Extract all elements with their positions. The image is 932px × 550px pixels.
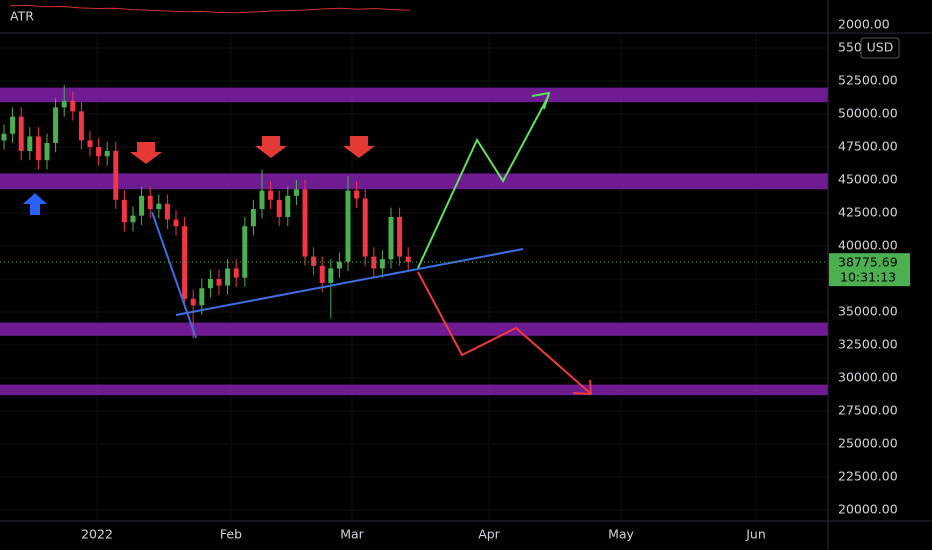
time-axis: 2022 Feb Mar Apr May Jun (81, 527, 766, 542)
candle-body (345, 190, 351, 262)
candle-body (44, 143, 50, 161)
currency-label[interactable]: USD (867, 40, 894, 55)
candle-body (276, 199, 282, 217)
candle-body (1, 133, 7, 141)
candle-body (121, 199, 127, 223)
candle-body (199, 288, 205, 306)
candle-body (207, 279, 213, 289)
candle-body (311, 256, 317, 266)
candle-body (35, 136, 41, 161)
candle-body (233, 268, 239, 278)
y-tick-label: 25000.00 (838, 436, 898, 451)
candle-body (319, 265, 325, 283)
candle-body (27, 136, 33, 151)
y-tick-label: 20000.00 (838, 502, 898, 517)
x-tick-label: Jun (745, 527, 766, 542)
zones (0, 87, 828, 396)
y-tick-label: 42500.00 (838, 205, 898, 220)
y-tick-label: 52500.00 (838, 73, 898, 88)
candle-body (225, 268, 231, 286)
trend-drawing (175, 248, 524, 317)
x-tick-label: May (608, 527, 634, 542)
trend-drawing (417, 271, 591, 394)
y-tick-label: 22500.00 (838, 469, 898, 484)
candle-body (96, 147, 102, 157)
candle-body (10, 116, 16, 134)
x-tick-label: Mar (340, 527, 364, 542)
candle-body (242, 226, 248, 278)
candle-body (70, 100, 76, 112)
atr-pane: 2000.00 (9, 4, 890, 32)
trend-drawing (417, 94, 550, 269)
arrowhead (572, 379, 593, 396)
zone (0, 322, 828, 336)
candle-body (285, 195, 291, 217)
candle-body (147, 195, 153, 210)
candle-body (87, 140, 93, 147)
arrowhead (531, 91, 551, 110)
down-arrow-icon (343, 136, 375, 158)
candle-body (397, 216, 403, 257)
atr-label: ATR (10, 9, 34, 24)
candle-body (18, 116, 24, 151)
candle-body (379, 259, 385, 269)
candle-body (78, 111, 84, 141)
candle-body (164, 203, 170, 220)
candle-body (53, 107, 59, 144)
candle-body (302, 189, 308, 257)
candle-body (268, 190, 274, 200)
candle-body (250, 209, 256, 227)
candle-body (371, 256, 377, 269)
candle-body (156, 203, 162, 210)
up-arrow-icon (23, 193, 47, 215)
x-tick-label: Feb (220, 527, 242, 542)
candle-body (259, 190, 265, 210)
down-arrow-icon (255, 136, 287, 158)
candle-body (139, 195, 145, 216)
currency-button[interactable] (860, 37, 900, 59)
y-tick-label: 32500.00 (838, 337, 898, 352)
atr-tick-label: 2000.00 (838, 17, 890, 32)
last-price-box (829, 253, 910, 287)
zone (0, 384, 828, 396)
candle-body (113, 150, 119, 200)
candle-body (173, 219, 179, 227)
candle-body (336, 261, 342, 269)
candle-body (405, 256, 411, 263)
x-tick-label: 2022 (81, 527, 113, 542)
zone (0, 87, 828, 103)
candle-body (190, 298, 196, 306)
zone (0, 173, 828, 190)
y-tick-label: 50000.00 (838, 106, 898, 121)
candle-body (328, 268, 334, 283)
candle-body (388, 216, 394, 260)
y-tick-label: 40000.00 (838, 238, 898, 253)
price-axis: 20000.00 22500.00 25000.00 27500.00 30000.00… (838, 40, 898, 517)
y-tick-label: 47500.00 (838, 139, 898, 154)
candle-body (130, 215, 136, 223)
down-arrow-icon (130, 142, 162, 164)
candle-body (362, 198, 368, 257)
trend-drawing (151, 211, 197, 339)
x-tick-label: Apr (478, 527, 500, 542)
candle-body (293, 189, 299, 196)
y-tick-label: 27500.00 (838, 403, 898, 418)
countdown-label: 10:31:13 (840, 270, 896, 285)
last-price-label: 38775.69 (838, 255, 898, 270)
candle-body (61, 100, 67, 108)
candle-body (354, 190, 360, 199)
candles (1, 84, 411, 339)
drawings (151, 94, 591, 394)
y-tick-label: 30000.00 (838, 370, 898, 385)
y-tick-label: 45000.00 (838, 172, 898, 187)
atr-line (9, 4, 411, 14)
candle-body (216, 279, 222, 286)
y-tick-label: 35000.00 (838, 304, 898, 319)
candle-body (104, 150, 110, 157)
